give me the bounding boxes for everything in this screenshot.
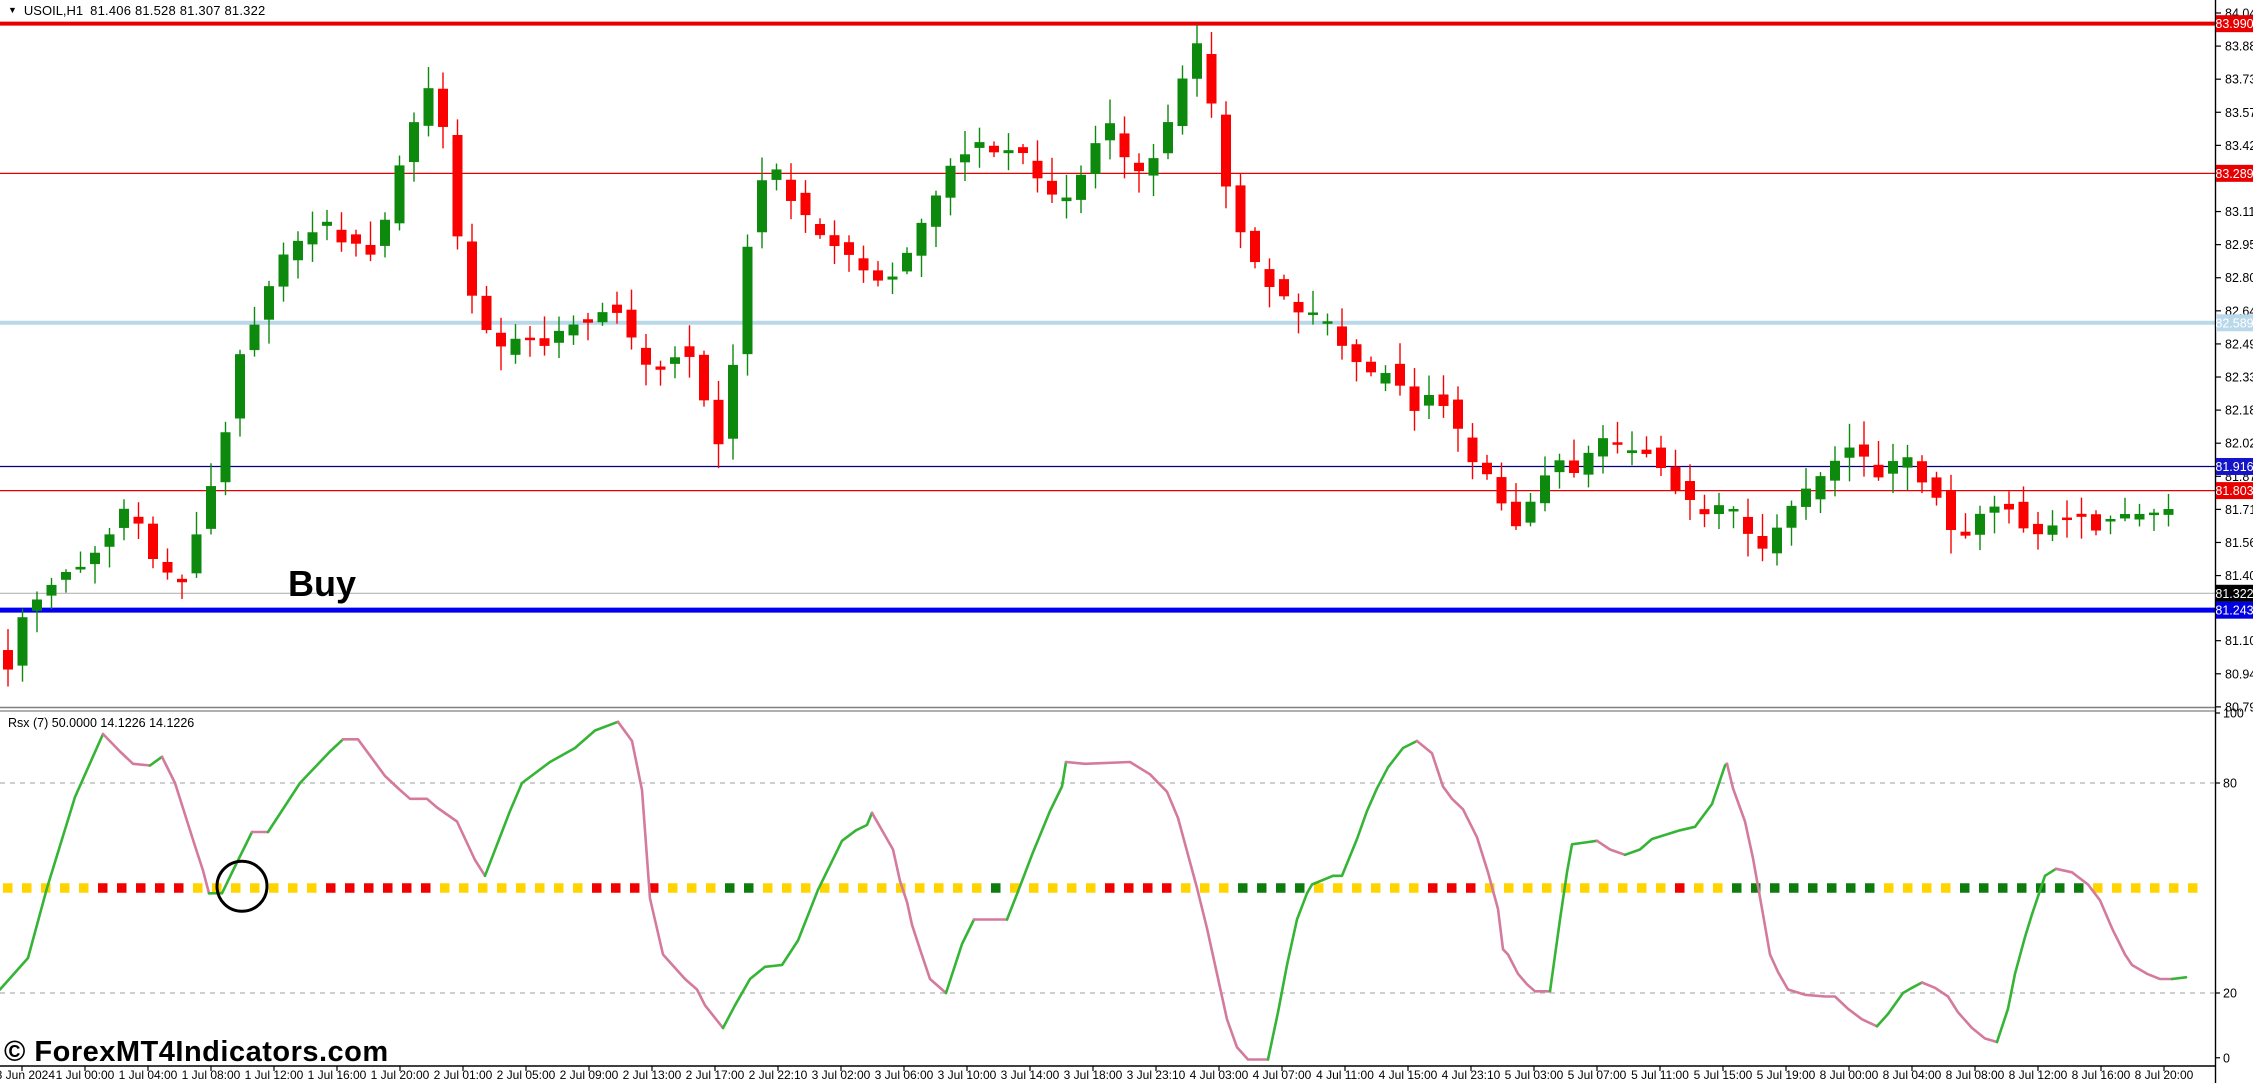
time-axis-label: 2 Jul 01:00 [433,1068,493,1082]
symbol-dropdown-icon[interactable]: ▼ [8,5,17,15]
time-axis-label: 5 Jul 19:00 [1756,1068,1816,1082]
time-axis-label: 2 Jul 05:00 [496,1068,556,1082]
time-axis-label: 2 Jul 17:00 [685,1068,745,1082]
price-axis-tick: 83.885 [2225,40,2253,54]
time-axis-label: 1 Jul 08:00 [181,1068,241,1082]
watermark: © ForexMT4Indicators.com [4,1036,389,1068]
rsx-line [0,720,2188,1061]
time-axis-label: 3 Jul 14:00 [1000,1068,1060,1082]
chart-title: ▼ USOIL,H1 81.406 81.528 81.307 81.322 [8,3,265,18]
time-axis-label: 8 Jul 00:00 [1819,1068,1879,1082]
level50-dotted-line [3,883,2198,893]
indicator-axis: 100 80 20 0 [2215,707,2244,1065]
time-axis-label: 3 Jul 02:00 [811,1068,871,1082]
time-axis-label: 4 Jul 07:00 [1252,1068,1312,1082]
price-badge: 81.322 [2215,584,2253,602]
ohlc-readout: 81.406 81.528 81.307 81.322 [90,3,266,18]
indicator-label: Rsx (7) 50.0000 14.1226 14.1226 [8,716,195,730]
time-axis-label: 3 Jul 23:10 [1126,1068,1186,1082]
price-axis-tick: 83.420 [2225,139,2253,153]
time-axis-label: 4 Jul 03:00 [1189,1068,1249,1082]
buy-annotation: Buy [288,563,357,604]
svg-text:81.322: 81.322 [2215,587,2253,601]
price-axis-tick: 82.490 [2225,337,2253,351]
time-axis-label: 8 Jul 04:00 [1882,1068,1942,1082]
time-axis-label: 3 Jul 06:00 [874,1068,934,1082]
time-axis-label: 1 Jul 00:00 [55,1068,115,1082]
time-axis-label: 4 Jul 11:00 [1316,1068,1374,1082]
price-axis-tick: 82.180 [2225,404,2253,418]
time-axis-label: 2 Jul 09:00 [559,1068,619,1082]
time-axis-label: 3 Jul 10:00 [937,1068,997,1082]
price-axis-tick: 83.575 [2225,106,2253,120]
time-axis-label: 1 Jul 12:00 [244,1068,304,1082]
time-axis-label: 1 Jul 04:00 [118,1068,178,1082]
candles-layer [3,24,2174,687]
price-axis-tick: 83.110 [2225,205,2253,219]
price-badge: 82.589 [2215,314,2253,332]
indicator-axis-label: 100 [2223,707,2244,721]
time-axis-label: 8 Jul 08:00 [1945,1068,2005,1082]
signal-circle-annotation [215,859,269,913]
horizontal-lines-layer [0,21,2215,613]
price-axis-tick: 82.335 [2225,371,2253,385]
time-axis-label: 2 Jul 13:00 [622,1068,682,1082]
price-badge: 83.289 [2215,164,2253,182]
indicator-axis-label: 80 [2223,777,2237,791]
time-axis-label: 4 Jul 15:00 [1378,1068,1438,1082]
svg-text:81.243: 81.243 [2215,604,2253,618]
symbol-timeframe: USOIL,H1 [23,3,84,18]
time-axis-label: 8 Jul 16:00 [2071,1068,2131,1082]
svg-text:83.289: 83.289 [2215,167,2253,181]
price-axis-tick: 82.955 [2225,238,2253,252]
indicator-axis-label: 20 [2223,987,2237,1001]
time-axis-label: 5 Jul 03:00 [1504,1068,1564,1082]
price-axis-tick: 81.560 [2225,536,2253,550]
svg-text:83.990: 83.990 [2215,17,2253,31]
price-axis-tick: 80.945 [2225,667,2253,681]
time-axis-label: 5 Jul 07:00 [1567,1068,1627,1082]
svg-text:81.916: 81.916 [2215,460,2253,474]
price-axis-tick: 81.100 [2225,634,2253,648]
time-axis-label: 8 Jul 12:00 [2008,1068,2068,1082]
price-badge: 81.803 [2215,482,2253,500]
time-axis-label: 8 Jul 20:00 [2134,1068,2194,1082]
svg-text:82.589: 82.589 [2215,316,2253,330]
price-axis-tick: 81.405 [2225,569,2253,583]
svg-text:81.803: 81.803 [2215,484,2253,498]
price-axis-tick: 82.025 [2225,437,2253,451]
time-axis-label: 5 Jul 15:00 [1693,1068,1753,1082]
time-axis-label: 2 Jul 22:10 [748,1068,808,1082]
price-badge: 83.990 [2215,15,2253,33]
price-axis-tick: 81.715 [2225,503,2253,517]
time-axis-label: 1 Jul 16:00 [307,1068,367,1082]
price-axis-tick: 80.790 [2225,700,2253,714]
price-axis-tick: 83.730 [2225,73,2253,87]
indicator-axis-label: 0 [2223,1051,2230,1065]
price-badge: 81.916 [2215,457,2253,475]
price-axis: 84.04083.88583.73083.57583.42083.11082.9… [2215,7,2253,714]
time-axis-label: 3 Jul 18:00 [1063,1068,1123,1082]
price-badge: 81.243 [2215,601,2253,619]
time-axis-label: 5 Jul 11:00 [1631,1068,1689,1082]
price-axis-tick: 82.800 [2225,271,2253,285]
time-axis-label: 4 Jul 23:10 [1441,1068,1501,1082]
time-axis-label: 1 Jul 20:00 [370,1068,430,1082]
time-axis-label: 28 Jun 2024 [0,1068,56,1082]
